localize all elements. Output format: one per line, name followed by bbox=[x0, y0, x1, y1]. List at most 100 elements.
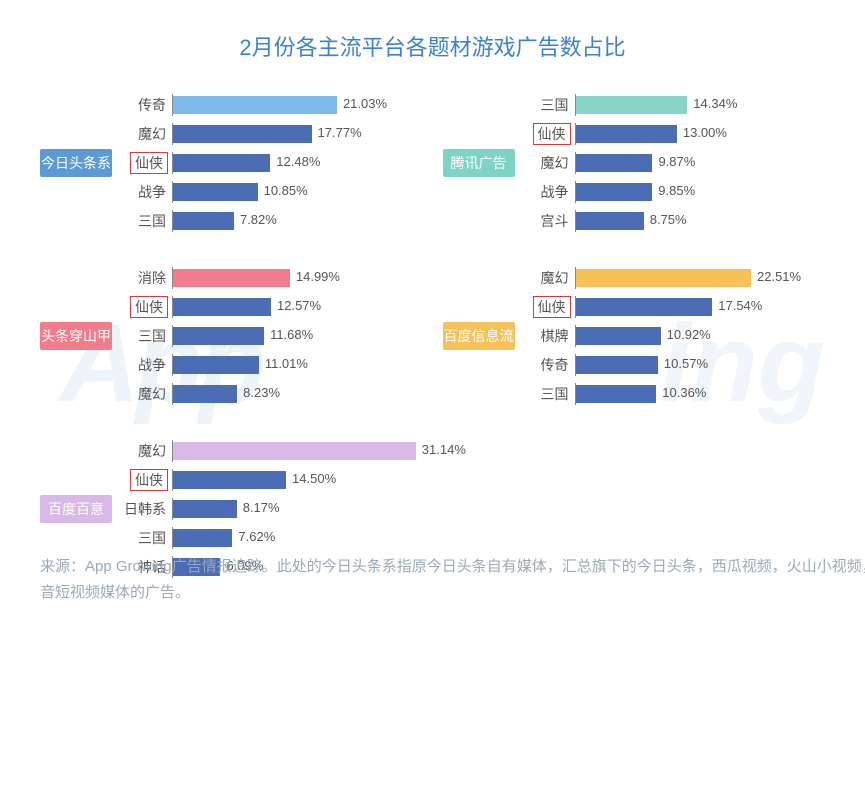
bar-row: 日韩系 8.17% bbox=[118, 498, 423, 520]
bar-row: 魔幻17.77% bbox=[118, 123, 423, 145]
bar-fill bbox=[576, 125, 677, 143]
bar-value: 14.50% bbox=[292, 471, 336, 486]
bar-fill bbox=[576, 356, 658, 374]
bar-track: 10.36% bbox=[575, 383, 826, 405]
bar-list: 魔幻 22.51% 仙侠 17.54% 棋牌10.92% 传奇 10.57% 三国10.36% bbox=[521, 267, 826, 405]
bar-track: 14.34% bbox=[575, 94, 826, 116]
bar-value: 22.51% bbox=[757, 269, 801, 284]
bar-list: 消除14.99% 仙侠12.57% 三国 11.68% 战争 11.01% 魔幻 8.23% bbox=[118, 267, 423, 405]
bar-row: 三国10.36% bbox=[521, 383, 826, 405]
bar-track: 10.92% bbox=[575, 325, 826, 347]
bar-row: 消除14.99% bbox=[118, 267, 423, 289]
category-label: 三国 bbox=[118, 528, 172, 548]
bar-fill bbox=[576, 154, 653, 172]
bar-track: 14.99% bbox=[172, 267, 423, 289]
chart-panel: 腾讯广告 三国 14.34% 仙侠 13.00% 魔幻 9.87% 战争9.85% 宫斗8.75… bbox=[443, 94, 826, 232]
bar-fill bbox=[173, 471, 286, 489]
category-label: 仙侠 bbox=[533, 296, 571, 318]
bar-value: 8.17% bbox=[243, 500, 280, 515]
bar-fill bbox=[173, 500, 237, 518]
bar-row: 棋牌10.92% bbox=[521, 325, 826, 347]
category-label: 魔幻 bbox=[521, 153, 575, 173]
bar-value: 8.23% bbox=[243, 385, 280, 400]
category-label: 魔幻 bbox=[118, 384, 172, 404]
bar-track: 21.03% bbox=[172, 94, 423, 116]
bar-value: 14.34% bbox=[693, 96, 737, 111]
bar-fill bbox=[173, 96, 337, 114]
bar-fill bbox=[173, 183, 258, 201]
bar-track: 31.14% bbox=[172, 440, 423, 462]
category-label: 仙侠 bbox=[533, 123, 571, 145]
bar-row: 宫斗8.75% bbox=[521, 210, 826, 232]
bar-track: 17.77% bbox=[172, 123, 423, 145]
bar-value: 11.01% bbox=[265, 356, 308, 371]
category-label: 三国 bbox=[118, 326, 172, 346]
chart-title: 2月份各主流平台各题材游戏广告数占比 bbox=[0, 0, 865, 74]
bar-fill bbox=[576, 385, 657, 403]
bar-row: 战争10.85% bbox=[118, 181, 423, 203]
bar-value: 10.57% bbox=[664, 356, 708, 371]
bar-value: 9.87% bbox=[658, 154, 695, 169]
category-label: 战争 bbox=[118, 182, 172, 202]
bar-track: 9.87% bbox=[575, 152, 826, 174]
category-label: 三国 bbox=[118, 211, 172, 231]
bar-row: 传奇 10.57% bbox=[521, 354, 826, 376]
chart-panel: 百度信息流魔幻22.51%仙侠17.54%棋牌10.92%传奇10.57%三国1… bbox=[443, 267, 826, 405]
bar-fill bbox=[576, 298, 713, 316]
bar-value: 14.99% bbox=[296, 269, 340, 284]
bar-row: 三国 11.68% bbox=[118, 325, 423, 347]
category-label: 传奇 bbox=[118, 95, 172, 115]
bar-row: 战争9.85% bbox=[521, 181, 826, 203]
bar-track: 12.48% bbox=[172, 152, 423, 174]
category-label: 魔幻 bbox=[118, 441, 172, 461]
bar-value: 21.03% bbox=[343, 96, 387, 111]
bar-row: 仙侠 13.00% bbox=[521, 123, 826, 145]
bar-row: 魔幻 8.23% bbox=[118, 383, 423, 405]
bar-fill bbox=[576, 269, 752, 287]
bar-track: 13.00% bbox=[575, 123, 826, 145]
bar-value: 7.62% bbox=[238, 529, 275, 544]
bar-value: 10.92% bbox=[667, 327, 711, 342]
bar-value: 9.85% bbox=[658, 183, 695, 198]
bar-value: 13.00% bbox=[683, 125, 727, 140]
bar-fill bbox=[576, 96, 688, 114]
bar-fill bbox=[173, 356, 259, 374]
bar-value: 10.36% bbox=[662, 385, 706, 400]
bar-row: 魔幻31.14% bbox=[118, 440, 423, 462]
bar-list: 三国 14.34% 仙侠 13.00% 魔幻 9.87% 战争9.85% 宫斗8.75% bbox=[521, 94, 826, 232]
bar-fill bbox=[173, 298, 271, 316]
bar-fill bbox=[576, 327, 661, 345]
bar-value: 31.14% bbox=[422, 442, 466, 457]
platform-badge: 腾讯广告 bbox=[443, 149, 515, 177]
bar-row: 仙侠14.50% bbox=[118, 469, 423, 491]
bar-list: 传奇 21.03% 魔幻17.77% 仙侠12.48% 战争10.85% 三国7.82% bbox=[118, 94, 423, 232]
bar-value: 11.68% bbox=[270, 327, 313, 342]
bar-row: 三国 14.34% bbox=[521, 94, 826, 116]
category-label: 魔幻 bbox=[521, 268, 575, 288]
bar-fill bbox=[173, 385, 237, 403]
category-label: 战争 bbox=[118, 355, 172, 375]
bar-fill bbox=[173, 125, 312, 143]
bar-row: 仙侠12.57% bbox=[118, 296, 423, 318]
bar-track: 7.62% bbox=[172, 527, 423, 549]
bar-row: 仙侠12.48% bbox=[118, 152, 423, 174]
bar-track: 17.54% bbox=[575, 296, 826, 318]
bar-fill bbox=[173, 529, 232, 547]
category-label: 传奇 bbox=[521, 355, 575, 375]
bar-value: 17.54% bbox=[718, 298, 762, 313]
bar-fill bbox=[173, 442, 416, 460]
category-label: 仙侠 bbox=[130, 296, 168, 318]
bar-track: 11.01% bbox=[172, 354, 423, 376]
panels-grid: 今日头条系传奇21.03%魔幻17.77%仙侠12.48%战争10.85%三国7… bbox=[0, 74, 865, 578]
category-label: 三国 bbox=[521, 95, 575, 115]
platform-badge: 今日头条系 bbox=[40, 149, 112, 177]
bar-row: 战争 11.01% bbox=[118, 354, 423, 376]
source-footer: 来源：App Growing广告情报追踪。此处的今日头条系指原今日头条自有媒体，… bbox=[40, 554, 865, 605]
platform-badge: 百度百意 bbox=[40, 495, 112, 523]
bar-value: 8.75% bbox=[650, 212, 687, 227]
bar-row: 三国7.82% bbox=[118, 210, 423, 232]
bar-track: 7.82% bbox=[172, 210, 423, 232]
bar-track: 8.17% bbox=[172, 498, 423, 520]
category-label: 日韩系 bbox=[118, 499, 172, 519]
bar-track: 10.57% bbox=[575, 354, 826, 376]
